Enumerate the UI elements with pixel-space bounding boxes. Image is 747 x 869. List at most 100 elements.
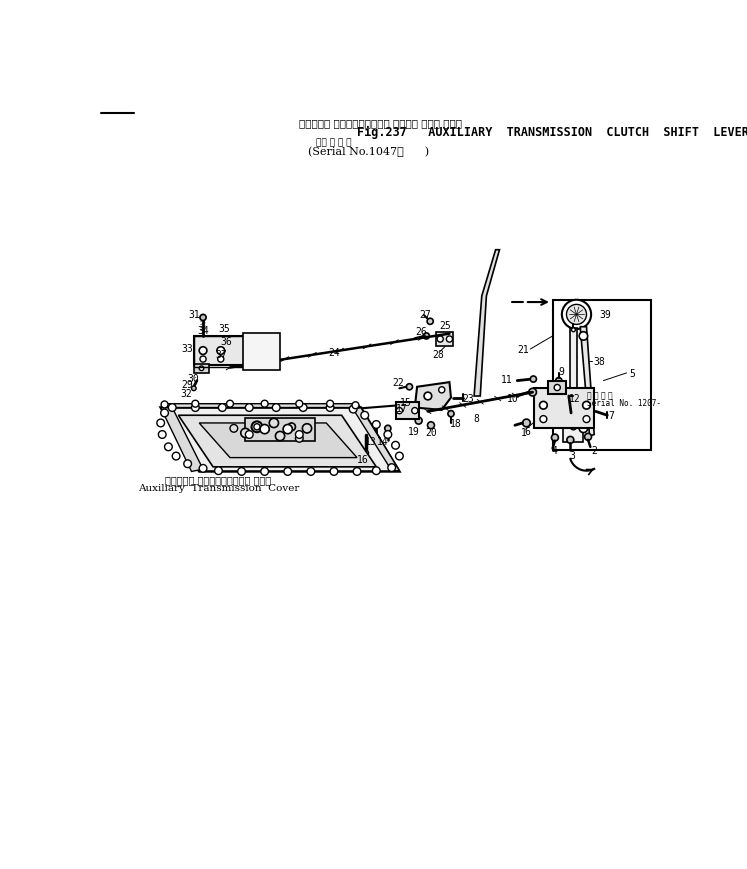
Polygon shape [474, 250, 500, 396]
Text: 14: 14 [377, 436, 389, 446]
Text: 6: 6 [524, 426, 530, 436]
Circle shape [296, 431, 303, 439]
Circle shape [168, 404, 176, 412]
Bar [563, 398, 583, 442]
Text: 30: 30 [187, 373, 199, 383]
Text: 25: 25 [440, 321, 451, 331]
Circle shape [303, 424, 311, 434]
Text: 16: 16 [357, 454, 369, 465]
Text: 適 用 号 機: 適 用 号 機 [586, 390, 612, 400]
Text: 3: 3 [570, 451, 576, 461]
Text: 33: 33 [182, 344, 193, 354]
Polygon shape [415, 382, 451, 410]
Circle shape [230, 425, 238, 433]
Circle shape [158, 431, 166, 439]
Circle shape [388, 464, 396, 472]
Circle shape [217, 348, 225, 355]
Circle shape [427, 319, 433, 325]
Text: 4: 4 [551, 446, 557, 455]
Circle shape [438, 388, 444, 394]
Text: 5: 5 [629, 368, 635, 379]
Circle shape [254, 424, 260, 430]
Polygon shape [161, 408, 203, 472]
Circle shape [447, 336, 453, 342]
Text: 28: 28 [432, 349, 444, 359]
Circle shape [200, 315, 206, 322]
Circle shape [539, 402, 548, 409]
Text: Auxiliary  Transmission  Cover: Auxiliary Transmission Cover [137, 483, 299, 493]
Text: 38: 38 [593, 357, 605, 367]
Text: 1: 1 [521, 428, 527, 438]
Text: 39: 39 [600, 310, 611, 320]
Circle shape [261, 401, 268, 408]
Circle shape [415, 418, 422, 425]
Circle shape [364, 451, 368, 455]
Circle shape [269, 419, 279, 428]
Text: 15: 15 [400, 398, 412, 408]
Circle shape [583, 416, 590, 423]
Polygon shape [161, 404, 361, 408]
Bar [398, 406, 413, 418]
Circle shape [199, 348, 207, 355]
Circle shape [529, 388, 536, 396]
Circle shape [412, 408, 418, 415]
Circle shape [273, 404, 280, 412]
Circle shape [217, 356, 224, 362]
Circle shape [184, 461, 191, 468]
Bar [548, 381, 566, 395]
Circle shape [583, 402, 590, 409]
Circle shape [554, 385, 560, 391]
Text: 13: 13 [365, 436, 376, 446]
Text: 9: 9 [558, 367, 564, 377]
Circle shape [326, 401, 334, 408]
Circle shape [398, 409, 403, 415]
Circle shape [260, 425, 269, 434]
Circle shape [406, 384, 412, 390]
Text: オキジアリ トランスミッション クラッチ シフト レバー: オキジアリ トランスミッション クラッチ シフト レバー [299, 117, 462, 128]
Circle shape [391, 442, 400, 449]
Polygon shape [161, 408, 400, 472]
Text: 31: 31 [188, 310, 199, 320]
Circle shape [246, 431, 253, 439]
Circle shape [374, 435, 379, 442]
Text: 8: 8 [474, 413, 480, 423]
Bar [193, 364, 209, 374]
Circle shape [579, 332, 588, 341]
Text: 19: 19 [408, 426, 420, 436]
Text: 12: 12 [569, 393, 581, 403]
Circle shape [296, 435, 303, 442]
Circle shape [200, 356, 206, 362]
Circle shape [424, 393, 432, 401]
Circle shape [218, 404, 226, 412]
Circle shape [173, 453, 180, 461]
Circle shape [523, 420, 530, 428]
Circle shape [288, 423, 296, 431]
Circle shape [448, 411, 454, 417]
Circle shape [350, 406, 357, 414]
Circle shape [567, 437, 574, 444]
Circle shape [284, 468, 291, 475]
Text: 7: 7 [608, 411, 614, 421]
Circle shape [579, 425, 588, 433]
Circle shape [427, 422, 435, 429]
Circle shape [562, 301, 591, 329]
Circle shape [252, 422, 262, 433]
Circle shape [161, 409, 168, 417]
Circle shape [385, 426, 391, 432]
Text: 27: 27 [419, 309, 431, 319]
Circle shape [330, 468, 338, 475]
Circle shape [373, 468, 380, 475]
Bar [569, 328, 577, 398]
Text: 24: 24 [328, 348, 340, 358]
Circle shape [361, 412, 368, 420]
Circle shape [164, 443, 173, 451]
Text: 11: 11 [500, 375, 512, 385]
Text: 32: 32 [180, 388, 192, 399]
Circle shape [191, 404, 199, 412]
Circle shape [556, 378, 562, 384]
Circle shape [540, 416, 547, 423]
Polygon shape [199, 423, 357, 458]
Bar [534, 388, 594, 428]
Text: 23: 23 [462, 393, 474, 403]
Circle shape [300, 404, 307, 412]
